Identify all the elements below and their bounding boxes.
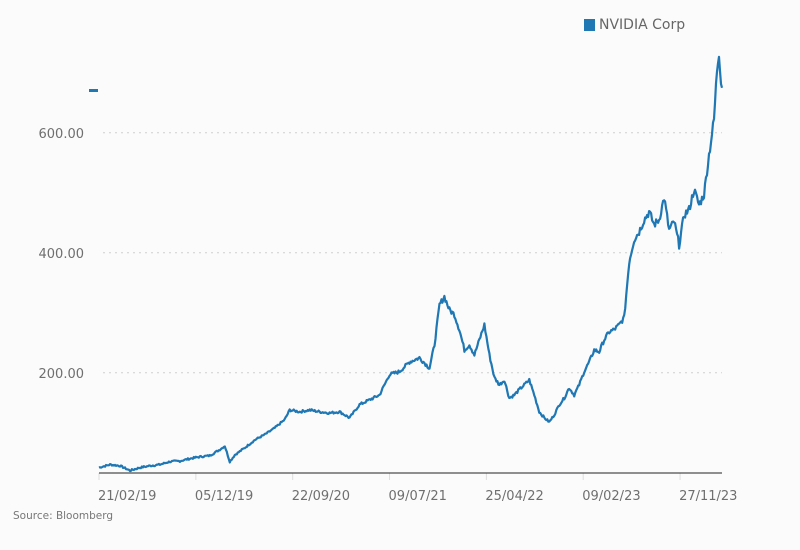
legend: NVIDIA Corp (584, 17, 685, 33)
y-tick-label: 200.00 (39, 367, 85, 382)
x-tick-label: 09/07/21 (389, 489, 447, 504)
x-tick-label: 25/04/22 (485, 489, 543, 504)
source-note: Source: Bloomberg (13, 510, 114, 522)
legend-stray-marker (89, 89, 98, 92)
legend-swatch (584, 19, 595, 31)
x-tick-label: 27/11/23 (679, 489, 737, 504)
x-tick-label: 21/02/19 (98, 489, 156, 504)
x-tick-label: 05/12/19 (195, 489, 253, 504)
series-line-nvidia (98, 55, 724, 473)
x-tick-label: 09/02/23 (582, 489, 640, 504)
legend-label: NVIDIA Corp (599, 17, 686, 33)
x-tick-label: 22/09/20 (292, 489, 350, 504)
y-tick-label: 400.00 (39, 247, 85, 262)
y-tick-label: 600.00 (39, 127, 85, 142)
